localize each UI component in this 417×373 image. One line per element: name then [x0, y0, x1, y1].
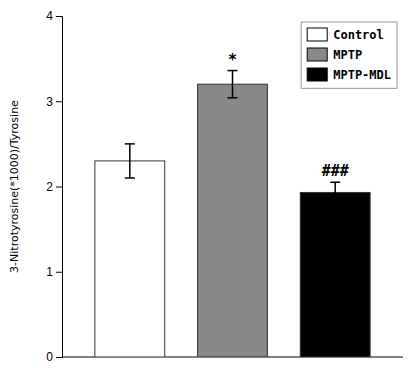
bar — [198, 84, 268, 357]
annotation: ### — [322, 162, 349, 180]
y-tick: 0 — [46, 350, 62, 364]
y-tick-mark — [56, 101, 62, 102]
y-tick: 3 — [46, 95, 62, 109]
y-axis: 0 1 2 3 4 — [46, 9, 62, 364]
error-bar — [330, 182, 340, 202]
legend-item: MPTP — [307, 48, 362, 62]
legend-label: MPTP — [333, 48, 362, 62]
legend-swatch — [307, 48, 327, 61]
y-tick-label: 1 — [46, 265, 53, 279]
y-tick-label: 0 — [46, 350, 53, 364]
legend-swatch — [307, 28, 327, 41]
legend: Control MPTP MPTP-MDL — [301, 22, 397, 88]
chart: 0 1 2 3 4 3-Nitrotyrosine(*1000)/Tyrosine * ###… — [0, 0, 417, 373]
error-bar-cap — [228, 70, 238, 72]
legend-item: Control — [307, 28, 384, 42]
legend-label: MPTP-MDL — [333, 68, 391, 82]
error-bar-stem — [129, 144, 131, 178]
y-tick: 2 — [46, 180, 62, 194]
y-tick-label: 3 — [46, 95, 53, 109]
error-bar — [228, 71, 238, 98]
error-bar-stem — [334, 182, 336, 202]
bar — [95, 161, 165, 357]
legend-item: MPTP-MDL — [307, 68, 391, 82]
y-tick-label: 4 — [46, 9, 53, 23]
bar — [300, 192, 370, 357]
legend-label: Control — [333, 28, 384, 42]
y-tick-mark — [56, 187, 62, 188]
error-bar-cap — [228, 97, 238, 99]
y-axis-line — [56, 17, 63, 358]
annotation: * — [228, 51, 237, 69]
y-axis-title: 3-Nitrotyrosine(*1000)/Tyrosine — [8, 100, 21, 273]
error-bar-stem — [232, 71, 234, 98]
marks — [95, 71, 370, 357]
error-bar-cap — [330, 181, 340, 183]
y-tick-mark — [56, 272, 62, 273]
error-bar-cap — [330, 202, 340, 204]
y-tick-label: 2 — [46, 180, 53, 194]
legend-frame — [301, 22, 397, 88]
error-bar-cap — [125, 143, 135, 145]
y-tick-mark — [56, 357, 62, 358]
y-tick-mark — [56, 16, 62, 17]
error-bar — [125, 144, 135, 178]
y-tick: 1 — [46, 265, 62, 279]
plot: 0 1 2 3 4 3-Nitrotyrosine(*1000)/Tyrosine * ###… — [8, 9, 403, 364]
y-tick: 4 — [46, 9, 62, 23]
legend-swatch — [307, 68, 327, 81]
error-bar-cap — [125, 177, 135, 179]
